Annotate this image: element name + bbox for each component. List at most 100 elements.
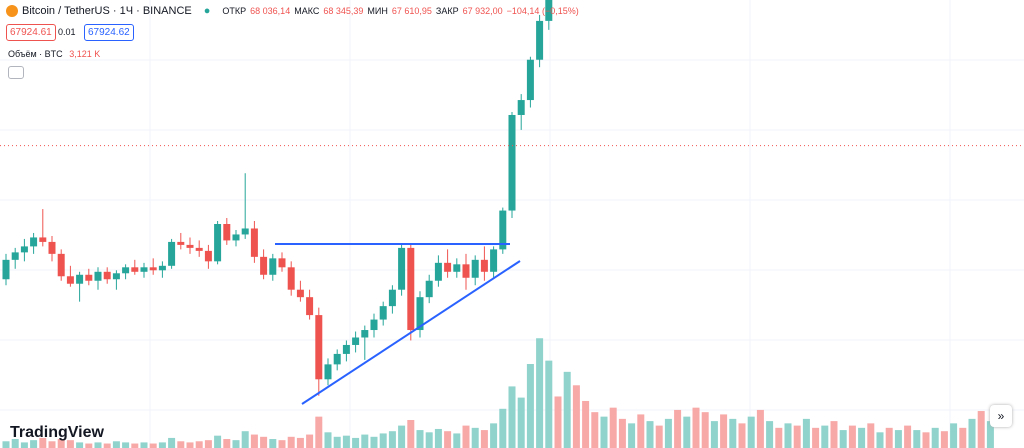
volume-bar: [830, 421, 838, 448]
candle-body: [2, 259, 10, 280]
volume-bar: [122, 442, 130, 448]
high-value: 68 345,39: [323, 6, 364, 16]
volume-bar: [747, 416, 755, 448]
candle-body: [296, 289, 304, 298]
volume-bar: [398, 425, 406, 448]
candle-body: [177, 241, 185, 245]
candle-body: [434, 262, 442, 281]
volume-bar: [646, 421, 654, 448]
volume-bar: [618, 418, 626, 448]
volume-bar: [582, 400, 590, 448]
volume-bar: [48, 441, 56, 448]
volume-bar: [379, 433, 387, 448]
volume-bar: [269, 439, 277, 448]
volume-bar: [416, 430, 424, 448]
volume-bar: [812, 427, 820, 448]
volume-bar: [591, 412, 599, 448]
candle-body: [278, 258, 286, 268]
candle-body: [490, 249, 498, 272]
volume-bar: [85, 443, 93, 448]
candle-body: [471, 259, 479, 278]
volume-bar: [76, 442, 84, 448]
volume-bar: [517, 397, 525, 448]
candle-body: [517, 100, 525, 115]
volume-bar: [490, 423, 498, 448]
volume-bar: [204, 440, 212, 448]
volume-bar: [922, 432, 930, 448]
symbol: Bitcoin / TetherUS · 1Ч · BINANCE: [22, 5, 192, 17]
bid[interactable]: 67924.61: [6, 24, 56, 41]
volume-bar: [241, 431, 249, 448]
low-value: 67 610,95: [391, 6, 432, 16]
volume-bar: [536, 338, 544, 448]
candle-body: [306, 297, 314, 316]
volume-bar: [370, 436, 378, 448]
volume-bar: [710, 421, 718, 448]
volume-bar: [940, 431, 948, 448]
scroll-button[interactable]: »: [990, 405, 1012, 427]
volume-bar: [131, 443, 139, 448]
volume-bar: [885, 427, 893, 448]
volume-bar: [554, 396, 562, 448]
volume-bar: [959, 427, 967, 448]
volume-bar: [57, 439, 65, 448]
volume-bar: [158, 442, 166, 448]
open-value: 68 036,14: [250, 6, 291, 16]
volume-bar: [766, 421, 774, 448]
volume-bar: [324, 432, 332, 448]
symbol-icon: [6, 5, 18, 17]
volume-bar: [20, 442, 28, 448]
volume-bar: [177, 441, 185, 448]
candle-body: [122, 267, 130, 274]
volume-bar: [950, 423, 958, 448]
candle-body: [444, 262, 452, 272]
volume-bar: [526, 364, 534, 448]
volume-bar: [738, 423, 746, 448]
volume-bar: [876, 432, 884, 448]
volume-bar: [821, 425, 829, 448]
ask[interactable]: 67924.62: [84, 24, 134, 41]
volume-bar: [839, 430, 847, 448]
candle-body: [241, 228, 249, 235]
candle-body: [186, 244, 194, 248]
volume-bar: [315, 416, 323, 448]
volume-bar: [388, 431, 396, 448]
volume-bar: [802, 418, 810, 448]
volume-bar: [692, 407, 700, 448]
candle-body: [232, 234, 240, 241]
volume-label: Объём · BTC: [8, 49, 63, 59]
candle-body: [112, 273, 120, 280]
volume-bar: [2, 441, 10, 448]
volume-bar: [480, 430, 488, 448]
volume-bar: [756, 409, 764, 448]
candle-body: [140, 267, 148, 272]
volume-bar: [913, 430, 921, 448]
volume-bar: [683, 416, 691, 448]
candle-body: [85, 274, 93, 281]
volume-bar: [628, 423, 636, 448]
candle-body: [333, 353, 341, 365]
candle-body: [352, 337, 360, 345]
candle-body: [260, 256, 268, 275]
volume-bar: [287, 436, 295, 448]
volume-bar: [223, 439, 231, 448]
volume-bar: [784, 423, 792, 448]
high-label: МАКС: [294, 6, 320, 16]
candle-body: [425, 280, 433, 298]
legend: Bitcoin / TetherUS · 1Ч · BINANCE ● ОТКР…: [6, 5, 579, 17]
candle-body: [57, 253, 65, 277]
candle-body: [149, 267, 157, 271]
candle-body: [388, 289, 396, 307]
visibility-toggle[interactable]: [8, 66, 24, 79]
candle-body: [526, 59, 534, 101]
volume-bar: [563, 371, 571, 448]
volume-bar: [655, 425, 663, 448]
volume-bar: [232, 440, 240, 448]
change: −104,14 (−0,15%): [506, 6, 579, 16]
candle-body: [250, 228, 258, 257]
candle-body: [131, 267, 139, 272]
volume-bar: [664, 418, 672, 448]
volume-bar: [462, 425, 470, 448]
volume-bar: [609, 407, 617, 448]
